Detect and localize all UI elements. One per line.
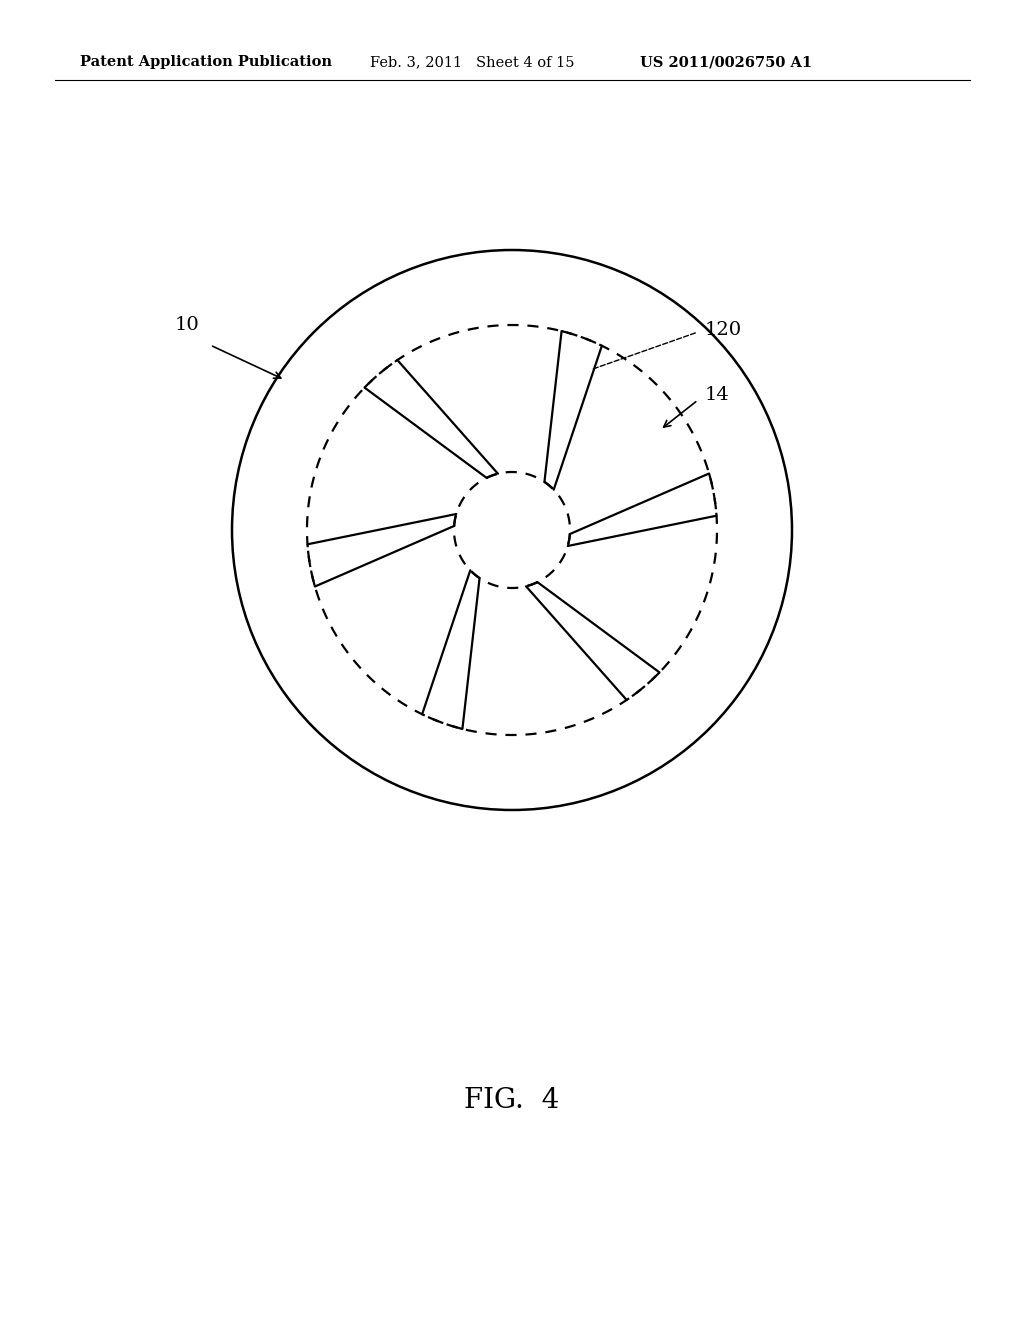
Text: 120: 120 — [705, 321, 742, 339]
Text: US 2011/0026750 A1: US 2011/0026750 A1 — [640, 55, 812, 69]
Text: 10: 10 — [175, 315, 200, 334]
Text: FIG.  4: FIG. 4 — [464, 1086, 560, 1114]
Text: 14: 14 — [705, 385, 730, 404]
Text: Patent Application Publication: Patent Application Publication — [80, 55, 332, 69]
Text: Feb. 3, 2011   Sheet 4 of 15: Feb. 3, 2011 Sheet 4 of 15 — [370, 55, 574, 69]
